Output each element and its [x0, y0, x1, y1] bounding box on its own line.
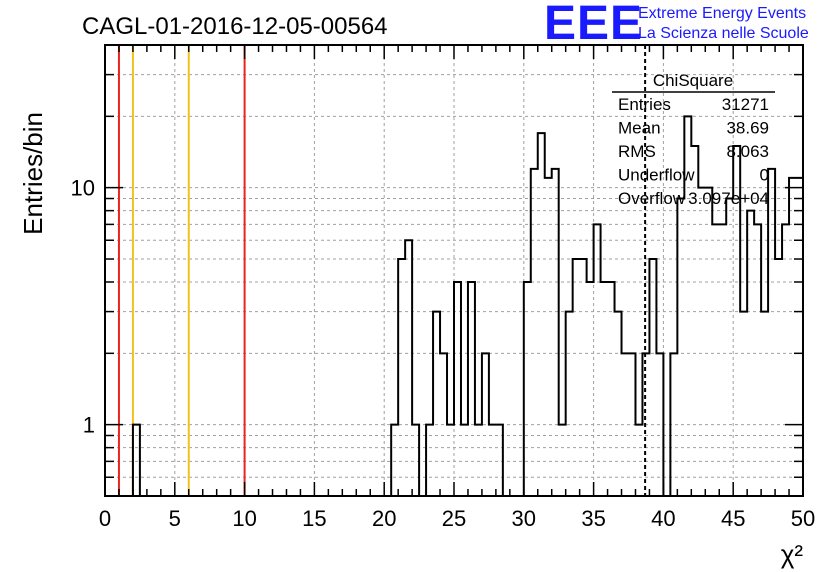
stats-value: 0 — [760, 166, 769, 185]
stats-value: 38.69 — [726, 119, 769, 138]
y-axis-label: Entries/bin — [18, 112, 48, 235]
stats-label: Entries — [618, 95, 671, 114]
x-tick-label: 40 — [651, 506, 675, 531]
x-tick-label: 50 — [791, 506, 815, 531]
eee-logo-text: Extreme Energy Events La Scienza nelle S… — [638, 4, 809, 44]
x-axis-label: χ² — [781, 539, 804, 569]
eee-logo: EEE — [544, 0, 644, 50]
x-tick-label: 0 — [99, 506, 111, 531]
x-tick-label: 5 — [169, 506, 181, 531]
x-tick-label: 20 — [372, 506, 396, 531]
y-tick-label: 1 — [83, 413, 95, 438]
stats-label: Mean — [618, 119, 661, 138]
stats-value: 3.097e+04 — [688, 189, 769, 208]
logo-line-1: Extreme Energy Events — [638, 5, 807, 22]
chart-title: CAGL-01-2016-12-05-00564 — [82, 13, 388, 40]
y-tick-label: 10 — [71, 176, 95, 201]
grid-lines — [105, 45, 803, 496]
stats-label: RMS — [618, 142, 656, 161]
histogram-line — [131, 115, 804, 496]
x-tick-label: 15 — [302, 506, 326, 531]
x-tick-label: 25 — [442, 506, 466, 531]
logo-line-2: La Scienza nelle Scuole — [638, 25, 809, 42]
stats-title: ChiSquare — [653, 71, 733, 90]
x-tick-label: 45 — [721, 506, 745, 531]
marker-lines — [117, 45, 647, 496]
stats-label: Underflow — [618, 166, 695, 185]
x-tick-label: 10 — [232, 506, 256, 531]
stats-label: Overflow — [618, 189, 686, 208]
stats-box: ChiSquare Entries 31271 Mean 38.69 RMS 8.063 U… — [612, 71, 775, 208]
x-tick-label: 30 — [512, 506, 536, 531]
axis-ticks: 0 5 10 15 20 25 30 35 40 45 50 1 10 — [71, 45, 815, 531]
stats-value: 31271 — [722, 95, 769, 114]
stats-value: 8.063 — [726, 142, 769, 161]
x-tick-label: 35 — [581, 506, 605, 531]
